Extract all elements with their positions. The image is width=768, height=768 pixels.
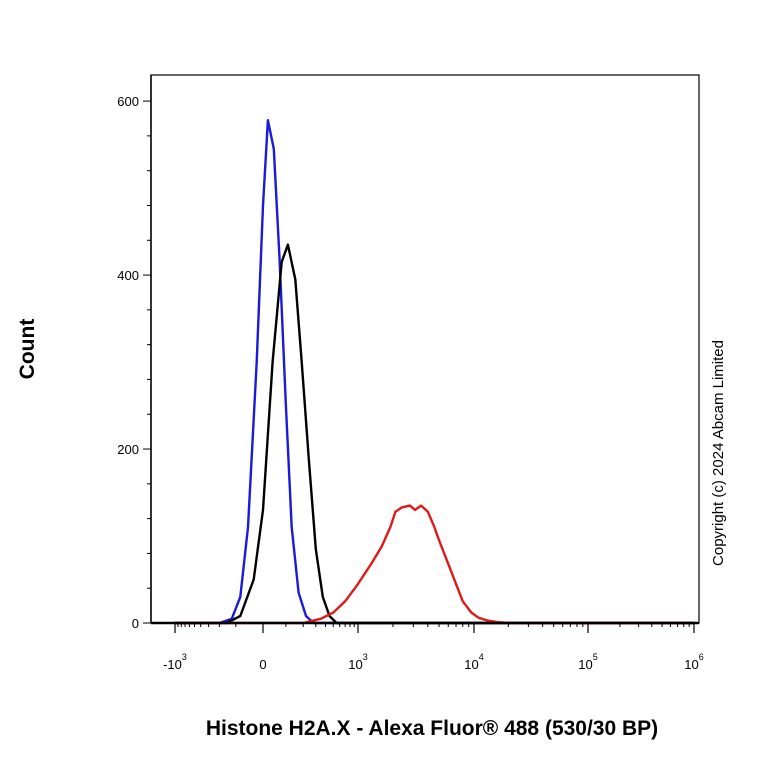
plot-frame — [150, 74, 700, 624]
y-tick-label: 600 — [117, 94, 139, 109]
y-axis: 0 200 400 600 — [117, 94, 151, 631]
series-line-2 — [173, 243, 696, 625]
y-tick-label: 200 — [117, 442, 139, 457]
x-tick-label: -103 — [163, 652, 187, 672]
x-axis-title: Histone H2A.X - Alexa Fluor® 488 (530/30… — [206, 717, 658, 740]
x-axis: -103 0 103 104 105 106 — [163, 623, 704, 672]
y-tick-label: 0 — [132, 616, 139, 631]
x-tick-label: 0 — [259, 657, 266, 672]
series-line-1 — [173, 119, 696, 625]
series-line-3 — [173, 504, 696, 625]
series-layer — [173, 119, 696, 625]
x-tick-label: 103 — [348, 652, 367, 672]
y-axis-title: Count — [16, 319, 39, 380]
x-tick-label: 104 — [464, 652, 483, 672]
y-tick-label: 400 — [117, 268, 139, 283]
copyright-note: Copyright (c) 2024 Abcam Limited — [710, 340, 727, 566]
x-tick-label: 106 — [684, 652, 703, 672]
x-tick-label: 105 — [578, 652, 597, 672]
